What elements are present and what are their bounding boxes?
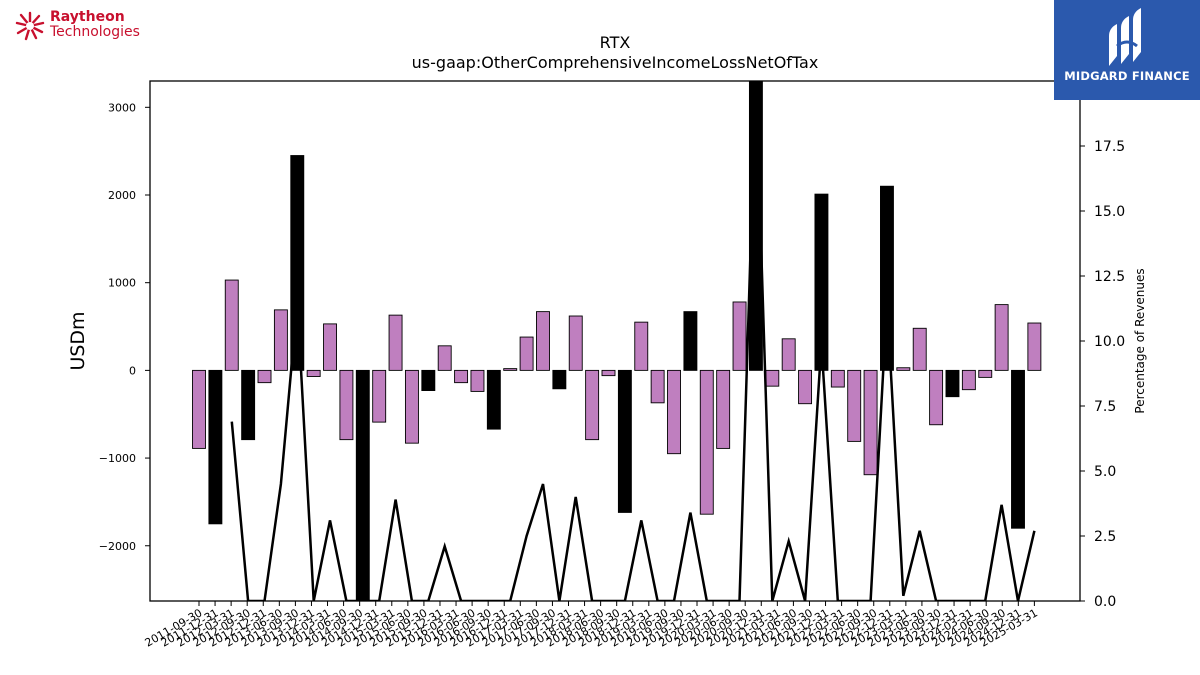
midgard-finance-label: MIDGARD FINANCE: [1064, 69, 1190, 83]
midgard-emblem-icon: [1109, 8, 1141, 66]
bar: [847, 369, 862, 442]
y2-tick-label: 5.0: [1094, 464, 1116, 480]
bar: [568, 315, 583, 371]
bar: [421, 369, 436, 391]
bar: [945, 369, 960, 398]
bar: [814, 193, 829, 371]
bar: [896, 367, 911, 371]
y2-tick-label: 17.5: [1094, 139, 1125, 155]
bar: [273, 309, 288, 371]
y-tick-label: 0: [129, 364, 136, 377]
bar: [650, 369, 665, 404]
bar: [798, 369, 813, 405]
bar: [683, 311, 698, 371]
bar: [634, 321, 649, 371]
bar: [699, 369, 714, 515]
y2-tick-label: 12.5: [1094, 269, 1125, 285]
plot-frame: [149, 80, 1081, 602]
y2-tick-label: 2.5: [1094, 529, 1116, 545]
bar: [388, 314, 403, 371]
bar: [880, 185, 894, 371]
bar: [192, 369, 206, 449]
bar: [224, 279, 239, 371]
y2-tick-label: 0.0: [1094, 594, 1116, 610]
y-axis-label: USDm: [67, 311, 89, 370]
raytheon-logo: [14, 10, 154, 46]
raytheon-wordmark-line1: Raytheon: [50, 9, 125, 25]
bar: [617, 369, 632, 513]
bar: [863, 369, 878, 476]
bar: [830, 369, 845, 388]
bar: [470, 369, 485, 392]
y-tick-label: 1000: [108, 277, 136, 290]
bar: [716, 369, 731, 449]
bar: [208, 369, 223, 525]
y2-axis-label: Percentage of Revenues: [1133, 268, 1147, 413]
bar: [257, 369, 272, 384]
bar: [241, 369, 256, 441]
bar: [437, 345, 452, 371]
y-tick-label: −2000: [99, 540, 136, 553]
bar: [355, 369, 370, 602]
y2-tick-label: 7.5: [1094, 399, 1116, 415]
bar: [306, 369, 321, 377]
bar: [552, 369, 567, 390]
bar: [404, 369, 419, 444]
y2-tick-label: 15.0: [1094, 204, 1125, 220]
bar: [961, 369, 976, 391]
line-group: [230, 81, 1036, 601]
y-axis: −2000 −1000 0 1000 2000 3000: [99, 101, 150, 553]
bar: [1011, 369, 1025, 529]
y-tick-label: 2000: [108, 189, 136, 202]
y2-tick-label: 10.0: [1094, 334, 1125, 350]
bar: [667, 369, 681, 455]
revenue-share-line: [230, 81, 1036, 601]
bar: [1027, 322, 1042, 371]
bar: [519, 336, 534, 371]
bar: [765, 369, 780, 387]
bar: [486, 369, 501, 430]
bar: [978, 369, 993, 378]
bar: [290, 155, 305, 371]
bar-group: [192, 80, 1042, 602]
y-tick-label: 3000: [108, 101, 136, 114]
bar: [929, 369, 944, 426]
bar: [536, 311, 550, 371]
bar: [732, 301, 747, 371]
bar: [601, 369, 616, 377]
chart-title: RTX: [600, 33, 631, 52]
raytheon-burst-icon: [15, 11, 45, 41]
bar: [372, 369, 387, 423]
raytheon-wordmark-line2: Technologies: [50, 24, 140, 41]
chart-subtitle: us-gaap:OtherComprehensiveIncomeLossNetO…: [412, 53, 819, 72]
y2-axis: 0.0 2.5 5.0 7.5 10.0 12.5 15.0 17.5: [1080, 139, 1125, 610]
bar: [323, 323, 337, 371]
bar: [454, 369, 469, 384]
bar: [781, 338, 796, 371]
bar: [585, 369, 600, 441]
y-tick-label: −1000: [99, 452, 136, 465]
midgard-finance-logo: MIDGARD FINANCE: [1054, 0, 1200, 100]
bar: [912, 327, 927, 371]
raytheon-wordmark: Raytheon Technologies: [50, 9, 140, 41]
bar: [503, 368, 518, 371]
x-axis: 2011-09-302011-12-312012-03-312012-09-30…: [143, 601, 1040, 650]
bar: [994, 304, 1009, 371]
bar: [339, 369, 354, 441]
